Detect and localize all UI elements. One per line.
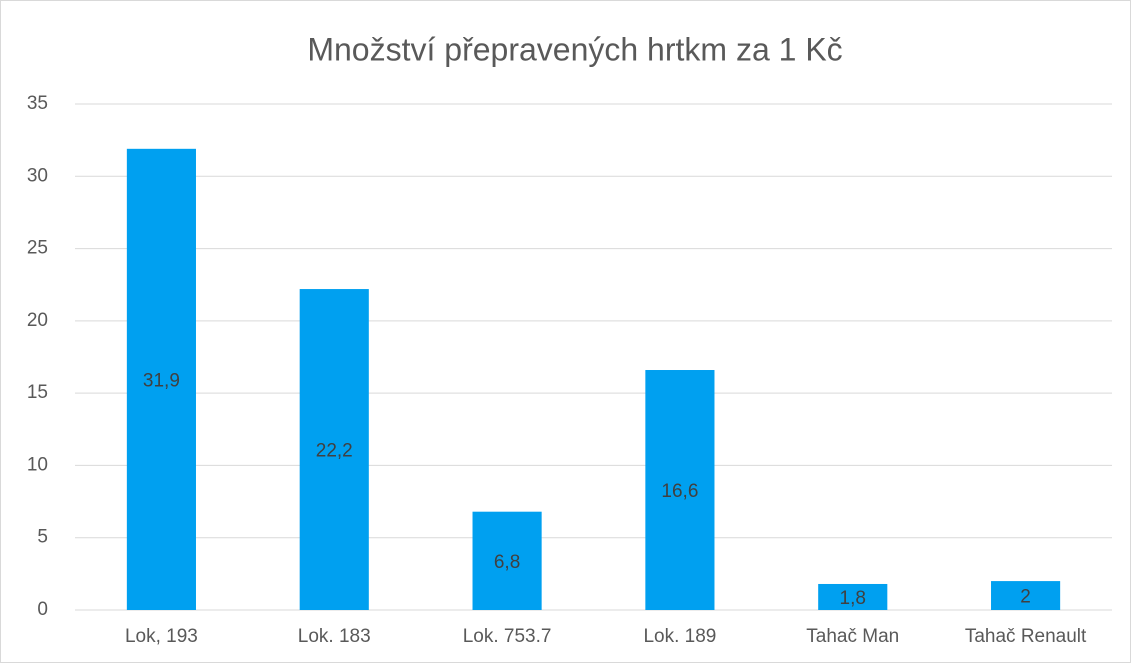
data-label: 31,9 (143, 370, 180, 391)
y-tick-label: 0 (37, 599, 48, 620)
bar (126, 148, 196, 610)
x-tick-label: Lok. 753.7 (463, 626, 552, 647)
x-tick-label: Lok, 193 (125, 626, 198, 647)
data-label: 22,2 (316, 441, 353, 462)
data-label: 6,8 (494, 552, 520, 573)
bar (645, 370, 715, 610)
y-tick-label: 35 (27, 93, 48, 114)
bar (299, 289, 369, 610)
bar (818, 583, 888, 610)
x-tick-label: Lok. 189 (643, 626, 716, 647)
chart-title: Množství přepravených hrtkm za 1 Kč (307, 31, 842, 67)
x-tick-label: Lok. 183 (298, 626, 371, 647)
y-tick-label: 5 (37, 527, 48, 548)
data-label: 2 (1020, 587, 1031, 608)
x-tick-label: Tahač Man (806, 626, 899, 647)
bar (472, 511, 542, 610)
y-tick-label: 25 (27, 238, 48, 259)
data-label: 1,8 (840, 588, 866, 609)
x-tick-label: Tahač Renault (965, 626, 1087, 647)
y-tick-label: 15 (27, 382, 48, 403)
bar (991, 581, 1061, 610)
y-tick-label: 20 (27, 310, 48, 331)
y-tick-label: 10 (27, 454, 48, 475)
y-tick-label: 30 (27, 165, 48, 186)
data-label: 16,6 (661, 481, 698, 502)
